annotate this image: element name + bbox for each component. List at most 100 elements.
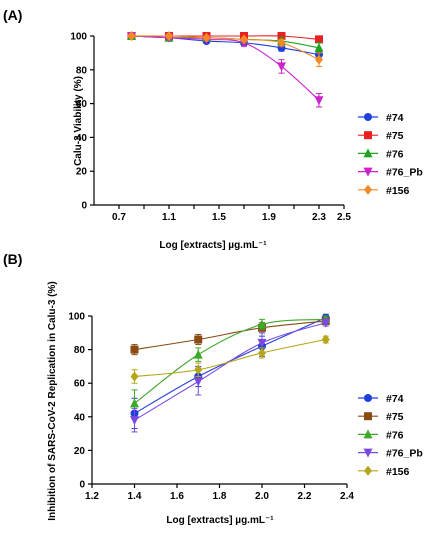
data-point [277, 37, 286, 48]
data-point [315, 35, 323, 44]
chart-a-legend: #74 #75 #76 #76_Pb #156 [358, 112, 423, 197]
data-point [130, 345, 139, 354]
series-75 [130, 317, 330, 356]
legend-label: #76_Pb [386, 167, 423, 179]
data-point [277, 32, 286, 40]
chart-a: 0 20 40 60 80 100 0.7 1.1 1.5 1.9 2.3 2.5 [70, 31, 351, 223]
data-point [315, 54, 323, 65]
x-tick-label: 1.2 [85, 491, 99, 502]
legend-label: #74 [386, 112, 404, 124]
series-line [134, 338, 326, 378]
x-tick-label: 1.6 [170, 491, 184, 502]
data-point [130, 371, 139, 382]
chart-b-ylabel: Inhibition of SARS-CoV-2 Replication in … [47, 281, 58, 520]
data-point [314, 96, 324, 106]
data-point [314, 42, 324, 52]
data-point [321, 334, 330, 345]
series-76pb [130, 318, 331, 433]
legend-marker [364, 412, 372, 421]
y-tick-label: 40 [76, 133, 88, 144]
series-line [131, 35, 320, 101]
data-point [321, 318, 331, 328]
series-156 [130, 334, 330, 384]
data-point [194, 364, 203, 375]
y-tick-label: 80 [76, 65, 88, 76]
y-tick-label: 100 [68, 312, 85, 323]
panel-label-a: (A) [3, 7, 22, 23]
legend-item: #76_Pb [358, 448, 423, 460]
data-point [193, 377, 203, 387]
chart-b-legend: #74 #75 #76 #76_Pb #156 [358, 393, 423, 478]
y-tick-label: 60 [74, 379, 86, 390]
data-point [194, 335, 203, 344]
legend-marker [364, 113, 372, 121]
legend-label: #156 [386, 185, 410, 197]
x-tick-label: 1.1 [162, 212, 176, 223]
y-tick-label: 80 [74, 345, 86, 356]
series-line [134, 322, 326, 421]
panel-label-b: (B) [3, 251, 22, 267]
x-tick-label: 2.0 [255, 491, 269, 502]
legend-marker [364, 465, 372, 476]
x-tick-label: 2.2 [298, 491, 312, 502]
x-tick-label: 2.3 [312, 212, 326, 223]
x-tick-label: 1.8 [213, 491, 227, 502]
legend-label: #76 [386, 429, 404, 441]
legend-label: #74 [386, 393, 404, 405]
data-point [257, 338, 267, 348]
legend-label: #76 [386, 148, 404, 160]
y-tick-label: 40 [74, 412, 86, 423]
chart-b-xlabel: Log [extracts] µg.mL⁻¹ [166, 515, 274, 526]
legend-marker [364, 131, 372, 140]
data-point [277, 62, 286, 72]
data-point [127, 31, 136, 41]
y-tick-label: 20 [76, 167, 88, 178]
y-tick-label: 0 [79, 480, 85, 491]
legend-marker [363, 167, 373, 177]
y-tick-label: 0 [81, 201, 87, 212]
y-tick-label: 20 [74, 446, 86, 457]
data-point [193, 349, 203, 359]
legend-marker [363, 448, 373, 458]
series-line [134, 320, 326, 351]
legend-item: #75 [358, 130, 404, 142]
data-point [165, 31, 173, 41]
data-point [258, 347, 266, 358]
x-tick-label: 1.5 [212, 212, 226, 223]
y-tick-label: 60 [76, 99, 88, 110]
legend-item: #76 [358, 148, 404, 160]
legend-item: #76_Pb [358, 167, 423, 179]
chart-a-xlabel: Log [extracts] µg.mL⁻¹ [159, 240, 267, 251]
legend-marker [363, 429, 373, 439]
data-point [257, 319, 267, 329]
chart-b: 0 20 40 60 80 100 1.2 1.4 1.6 1.8 2.0 2.2 2.4 [68, 312, 354, 503]
legend-marker [363, 148, 373, 158]
legend-item: #75 [358, 411, 404, 423]
legend-item: #74 [358, 112, 404, 124]
legend-marker [364, 184, 372, 195]
x-tick-label: 1.9 [262, 212, 276, 223]
legend-label: #75 [386, 130, 404, 142]
x-tick-label: 0.7 [112, 212, 126, 223]
legend-label: #76_Pb [386, 448, 423, 460]
legend-item: #76 [358, 429, 404, 441]
series-line [134, 317, 326, 414]
legend-marker [364, 394, 372, 402]
x-tick-label: 2.5 [337, 212, 351, 223]
data-point [130, 398, 139, 408]
data-point [240, 34, 248, 45]
x-tick-label: 2.4 [340, 491, 354, 502]
series-line [134, 318, 326, 404]
legend-item: #156 [358, 465, 410, 478]
legend-label: #75 [386, 411, 404, 423]
y-tick-label: 100 [70, 32, 87, 43]
data-point [130, 416, 139, 426]
legend-label: #156 [386, 466, 410, 478]
x-tick-label: 1.4 [128, 491, 142, 502]
data-point [202, 32, 211, 43]
legend-item: #156 [358, 184, 410, 197]
series-74 [130, 313, 330, 430]
chart-a-ylabel: Calu-3 Viability (%) [73, 76, 84, 166]
series-156 [127, 31, 323, 67]
